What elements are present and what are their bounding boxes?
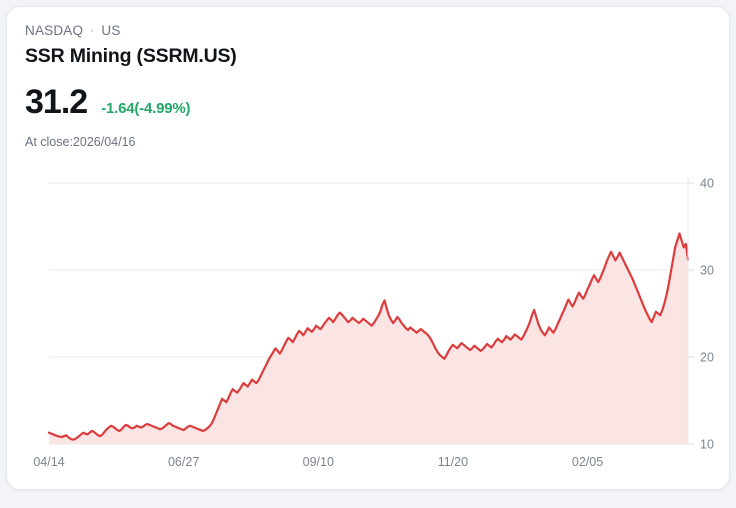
price-line xyxy=(47,232,690,441)
price-area-fill xyxy=(49,233,688,444)
x-axis-tick-label: 09/10 xyxy=(303,455,334,469)
exchange-row: NASDAQ · US xyxy=(25,21,711,39)
x-axis-labels: 04/14 06/27 09/10 11/20 02/05 xyxy=(33,455,603,469)
y-axis-tick-label: 20 xyxy=(700,350,714,364)
y-axis-tick-label: 30 xyxy=(700,263,714,277)
price-change: -1.64(-4.99%) xyxy=(101,100,191,117)
price-row: 31.2 -1.64(-4.99%) xyxy=(25,85,711,119)
current-price: 31.2 xyxy=(25,83,88,121)
price-chart-svg[interactable]: 40 30 20 10 04/14 06/27 09/10 11/20 02/05 xyxy=(7,167,730,487)
at-close-label: At close:2026/04/16 xyxy=(25,135,136,149)
y-axis-tick-label: 10 xyxy=(700,437,714,451)
stock-quote-card: NASDAQ · US SSR Mining (SSRM.US) 31.2 -1… xyxy=(6,6,730,490)
x-axis-tick-label: 11/20 xyxy=(438,455,468,469)
x-axis-tick-label: 02/05 xyxy=(572,455,603,469)
price-chart[interactable]: 40 30 20 10 04/14 06/27 09/10 11/20 02/05 xyxy=(7,167,730,487)
separator-dot: · xyxy=(90,23,95,37)
exchange-name: NASDAQ xyxy=(25,22,84,38)
y-axis-labels: 40 30 20 10 xyxy=(700,176,714,451)
x-axis-tick-label: 04/14 xyxy=(33,455,64,469)
region-label: US xyxy=(101,22,121,38)
x-axis-tick-label: 06/27 xyxy=(168,455,199,469)
quote-header: NASDAQ · US SSR Mining (SSRM.US) 31.2 -1… xyxy=(25,21,711,150)
page-title: SSR Mining (SSRM.US) xyxy=(25,45,237,67)
y-axis-tick-label: 40 xyxy=(700,176,714,190)
